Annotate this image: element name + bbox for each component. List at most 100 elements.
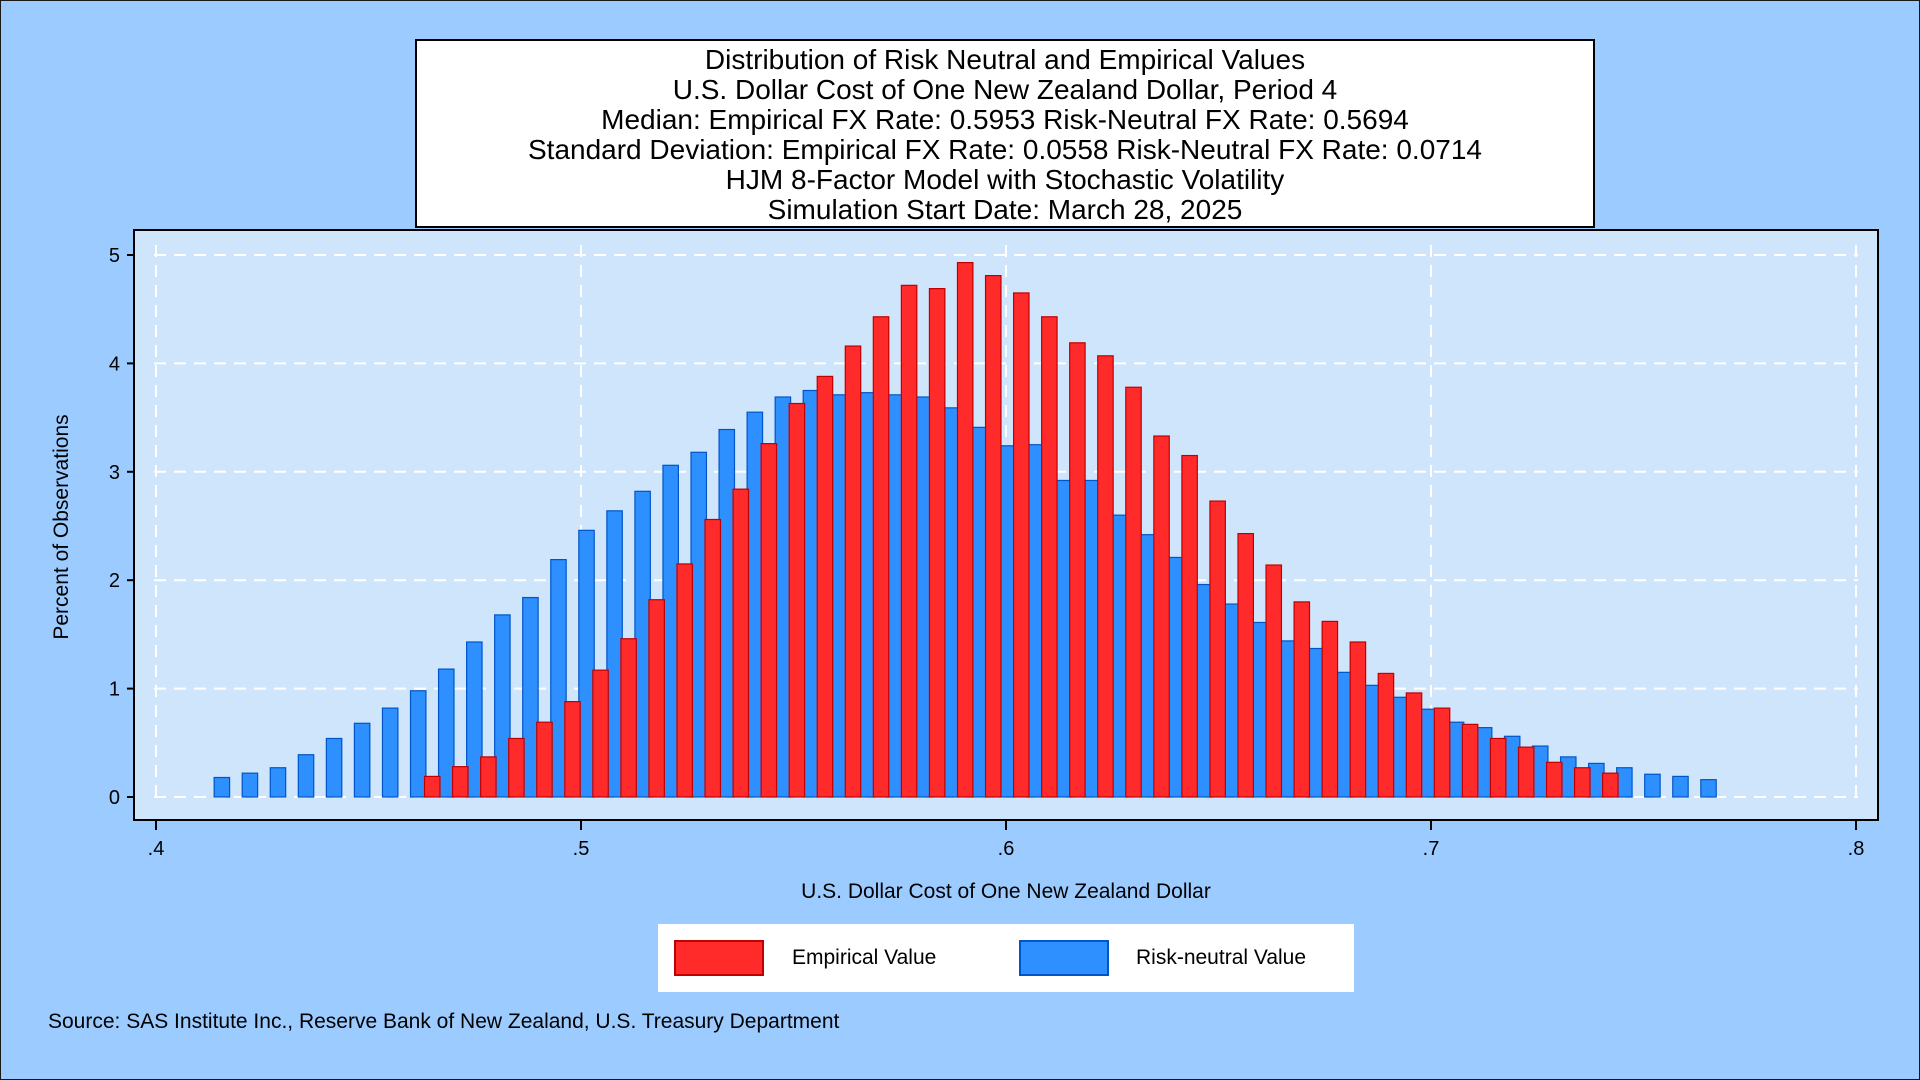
axes: 0 1 2 3 4 5 .4 .5 .6 .7 .8 bbox=[109, 245, 1864, 860]
y-tick-label-1: 1 bbox=[109, 679, 120, 701]
bar-empirical-5 bbox=[564, 701, 581, 798]
bar-empirical-29 bbox=[1237, 532, 1255, 798]
legend-swatch-empirical bbox=[674, 940, 764, 976]
bar-empirical-2 bbox=[480, 756, 497, 798]
bar-empirical-28 bbox=[1209, 500, 1226, 798]
bar-empirical-35 bbox=[1405, 692, 1423, 798]
bar-risk-neutral-37 bbox=[1251, 621, 1269, 798]
bar-empirical-11 bbox=[732, 488, 750, 798]
bar-risk-neutral-15 bbox=[634, 490, 651, 798]
start-date-line: Simulation Start Date: March 28, 2025 bbox=[767, 194, 1243, 225]
bar-risk-neutral-47 bbox=[1531, 745, 1549, 798]
bar-risk-neutral-38 bbox=[1279, 640, 1297, 798]
y-tick-label-2: 2 bbox=[109, 570, 120, 592]
bar-empirical-20 bbox=[984, 274, 1002, 798]
bars bbox=[213, 261, 1717, 798]
bar-risk-neutral-18 bbox=[718, 428, 736, 798]
x-tick-label-3: .7 bbox=[1423, 838, 1440, 860]
bar-risk-neutral-32 bbox=[1111, 514, 1128, 798]
bar-risk-neutral-3 bbox=[297, 754, 315, 798]
bar-risk-neutral-50 bbox=[1616, 767, 1633, 798]
bar-risk-neutral-39 bbox=[1307, 647, 1325, 798]
bar-empirical-39 bbox=[1517, 746, 1535, 798]
model-line: HJM 8-Factor Model with Stochastic Volat… bbox=[725, 164, 1285, 195]
bar-risk-neutral-52 bbox=[1672, 775, 1689, 798]
bar-empirical-41 bbox=[1573, 767, 1591, 798]
bar-risk-neutral-10 bbox=[494, 614, 511, 798]
bar-risk-neutral-25 bbox=[914, 396, 932, 798]
bar-risk-neutral-48 bbox=[1559, 756, 1577, 798]
bar-risk-neutral-36 bbox=[1223, 603, 1240, 798]
bar-empirical-9 bbox=[676, 563, 694, 798]
bar-empirical-23 bbox=[1069, 342, 1086, 798]
bar-empirical-13 bbox=[788, 402, 806, 798]
x-tick-label-4: .8 bbox=[1848, 838, 1865, 860]
bar-empirical-10 bbox=[704, 518, 722, 798]
bar-risk-neutral-11 bbox=[522, 596, 539, 798]
bar-risk-neutral-21 bbox=[802, 389, 820, 798]
y-axis-title: Percent of Observations bbox=[50, 414, 73, 639]
bar-empirical-36 bbox=[1433, 707, 1451, 798]
bar-empirical-26 bbox=[1153, 435, 1170, 798]
bar-empirical-12 bbox=[760, 443, 778, 798]
bar-risk-neutral-51 bbox=[1644, 773, 1661, 798]
median-line: Median: Empirical FX Rate: 0.5953 Risk-N… bbox=[601, 104, 1409, 135]
bar-risk-neutral-2 bbox=[269, 767, 287, 798]
bar-risk-neutral-13 bbox=[578, 529, 595, 798]
bar-empirical-33 bbox=[1349, 641, 1367, 798]
bar-risk-neutral-34 bbox=[1167, 556, 1184, 798]
bar-risk-neutral-28 bbox=[998, 445, 1016, 798]
legend-label-empirical: Empirical Value bbox=[792, 946, 937, 969]
bar-empirical-40 bbox=[1545, 761, 1563, 798]
y-tick-label-0: 0 bbox=[109, 787, 120, 809]
bar-risk-neutral-46 bbox=[1503, 735, 1521, 798]
bar-risk-neutral-42 bbox=[1391, 696, 1409, 798]
bar-empirical-34 bbox=[1377, 672, 1395, 798]
bar-risk-neutral-23 bbox=[858, 392, 876, 798]
bar-risk-neutral-22 bbox=[830, 394, 848, 798]
source-note: Source: SAS Institute Inc., Reserve Bank… bbox=[48, 1010, 840, 1033]
bar-risk-neutral-49 bbox=[1588, 762, 1605, 798]
bar-risk-neutral-53 bbox=[1700, 779, 1717, 798]
x-tick-label-2: .6 bbox=[998, 838, 1015, 860]
bar-risk-neutral-30 bbox=[1055, 479, 1072, 798]
bar-empirical-17 bbox=[900, 284, 918, 798]
bar-risk-neutral-27 bbox=[970, 426, 988, 798]
bar-risk-neutral-31 bbox=[1083, 479, 1100, 798]
bar-risk-neutral-14 bbox=[606, 510, 623, 798]
bar-empirical-3 bbox=[508, 737, 525, 798]
bar-risk-neutral-12 bbox=[550, 559, 567, 798]
bar-empirical-37 bbox=[1461, 723, 1479, 798]
bar-risk-neutral-33 bbox=[1139, 534, 1156, 798]
bar-risk-neutral-8 bbox=[437, 668, 455, 798]
bar-empirical-6 bbox=[592, 669, 609, 798]
y-tick-label-4: 4 bbox=[109, 353, 120, 375]
legend-label-risk-neutral: Risk-neutral Value bbox=[1136, 946, 1307, 969]
bar-empirical-21 bbox=[1012, 292, 1030, 798]
y-tick-label-3: 3 bbox=[109, 462, 120, 484]
bar-empirical-14 bbox=[816, 375, 834, 798]
chart-title: Distribution of Risk Neutral and Empiric… bbox=[704, 44, 1306, 75]
x-axis-title: U.S. Dollar Cost of One New Zealand Doll… bbox=[801, 880, 1211, 903]
std-dev-line: Standard Deviation: Empirical FX Rate: 0… bbox=[527, 134, 1482, 165]
bar-risk-neutral-17 bbox=[690, 451, 708, 798]
bar-empirical-0 bbox=[423, 775, 441, 798]
bar-risk-neutral-45 bbox=[1475, 727, 1493, 798]
bar-empirical-22 bbox=[1041, 316, 1058, 798]
bar-empirical-31 bbox=[1293, 601, 1311, 798]
bar-risk-neutral-9 bbox=[466, 641, 483, 798]
bar-empirical-38 bbox=[1489, 737, 1507, 798]
bar-empirical-7 bbox=[620, 638, 637, 798]
bar-empirical-32 bbox=[1321, 620, 1339, 798]
bar-empirical-30 bbox=[1265, 564, 1283, 798]
bar-empirical-4 bbox=[536, 721, 553, 798]
bar-empirical-19 bbox=[956, 261, 974, 798]
bar-risk-neutral-43 bbox=[1419, 708, 1437, 798]
bar-risk-neutral-1 bbox=[241, 772, 259, 798]
legend: Empirical Value Risk-neutral Value bbox=[658, 924, 1354, 992]
bar-empirical-42 bbox=[1602, 772, 1619, 798]
bar-risk-neutral-35 bbox=[1195, 583, 1212, 798]
legend-swatch-risk-neutral bbox=[1019, 940, 1109, 976]
bar-risk-neutral-40 bbox=[1335, 671, 1353, 798]
